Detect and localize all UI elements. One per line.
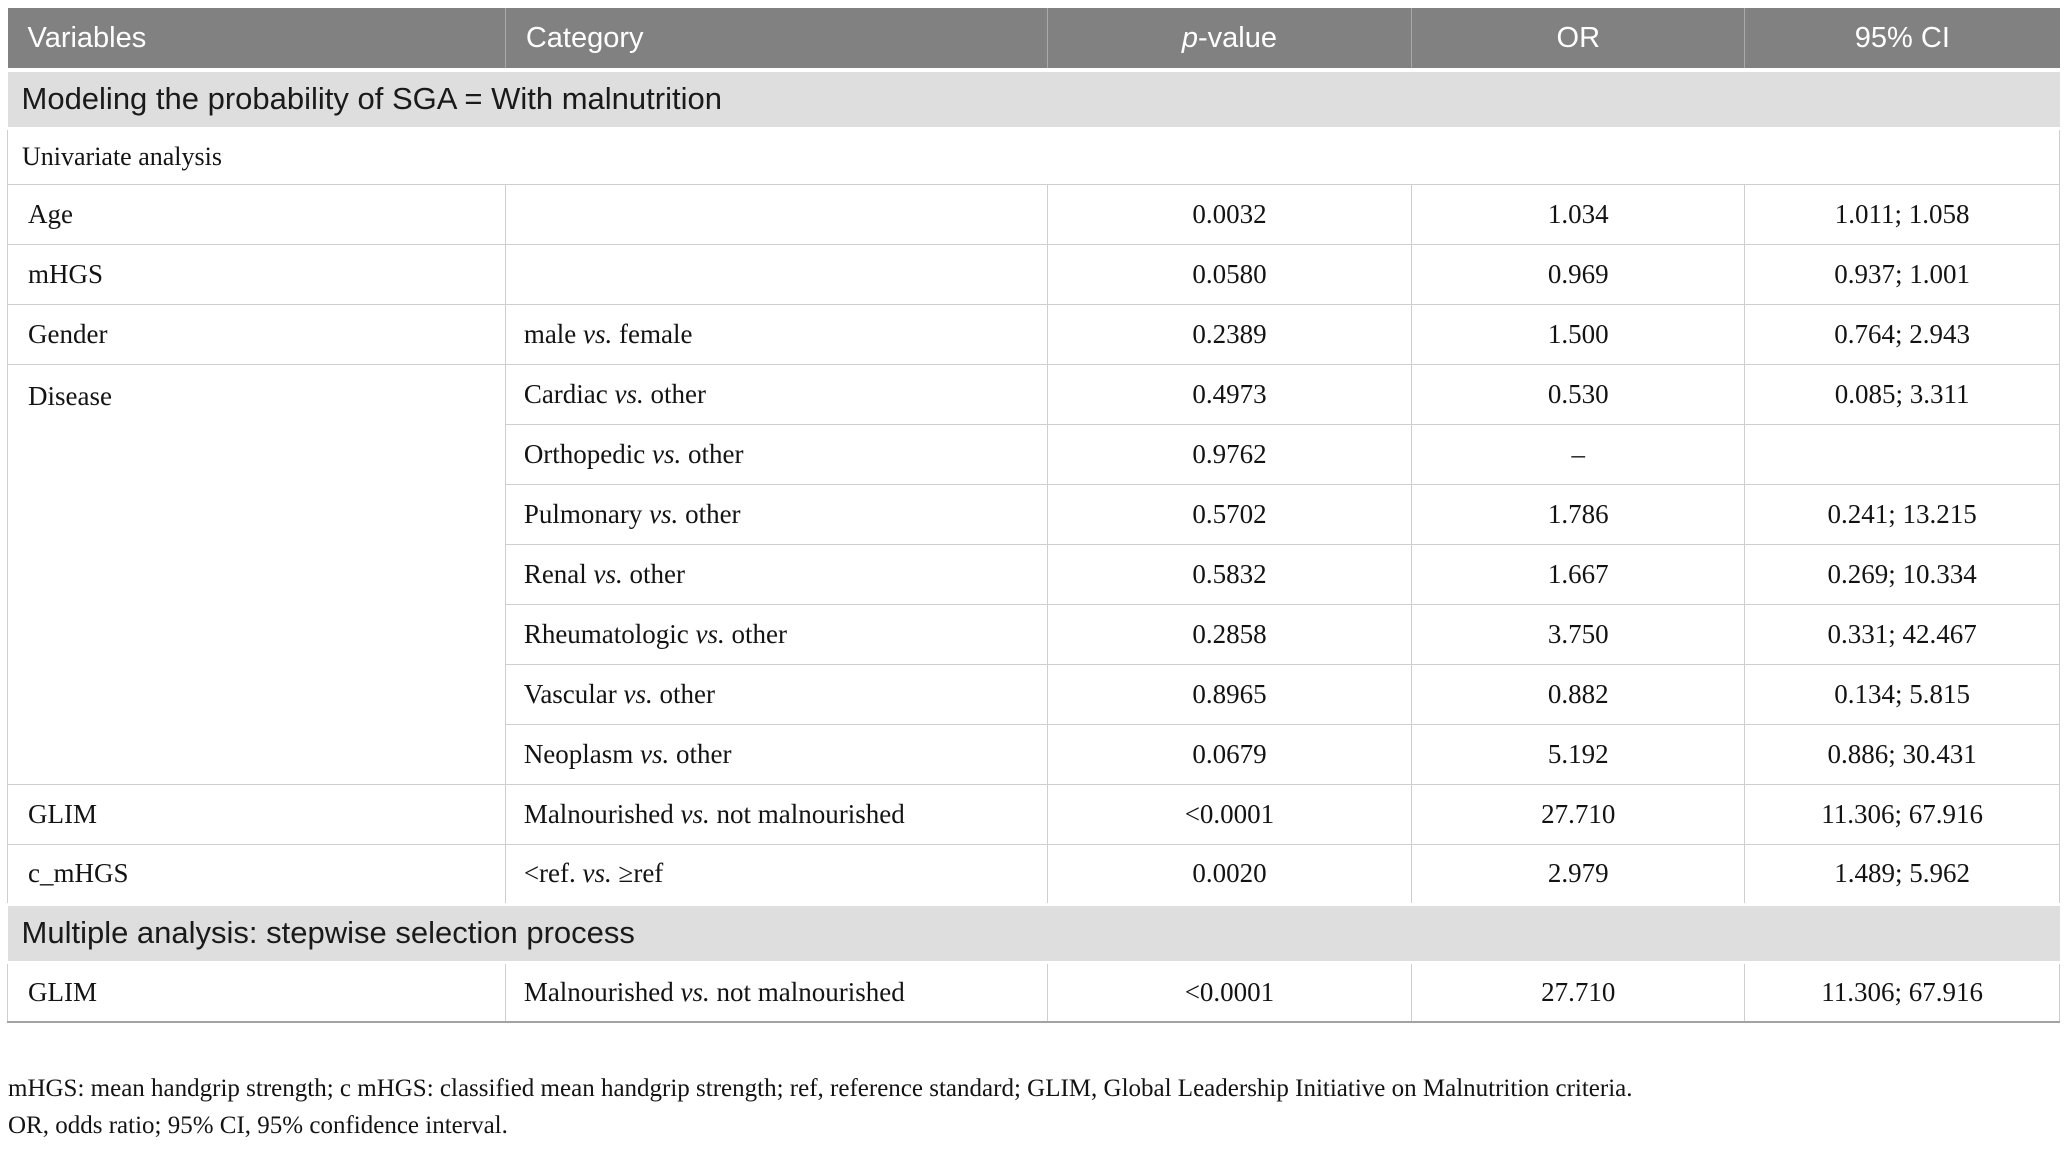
ci-cell: 0.331; 42.467 xyxy=(1744,603,2060,665)
variable-cell: mHGS xyxy=(7,243,506,305)
category-cell xyxy=(504,183,1048,245)
ci-cell: 0.134; 5.815 xyxy=(1744,663,2060,725)
p-value-cell: 0.5832 xyxy=(1046,543,1413,605)
category-cell: Cardiac vs. other xyxy=(504,363,1048,425)
ci-cell: 11.306; 67.916 xyxy=(1744,961,2060,1023)
table-row: Age 0.0032 1.034 1.011; 1.058 xyxy=(7,183,2060,245)
or-cell: 1.667 xyxy=(1411,543,1746,605)
category-cell: Malnourished vs. not malnourished xyxy=(504,783,1048,845)
table-row: Disease Cardiac vs. other 0.4973 0.530 0.085… xyxy=(7,363,2060,785)
variable-cell: c_mHGS xyxy=(7,843,506,905)
col-header-p-value: p-value xyxy=(1046,8,1412,72)
ci-cell: 1.011; 1.058 xyxy=(1744,183,2060,245)
section-label: Modeling the probability of SGA = With m… xyxy=(7,68,2060,130)
ci-cell xyxy=(1744,423,2060,485)
category-cell: <ref. vs. ≥ref xyxy=(504,843,1048,905)
table-row: Rheumatologic vs. other 0.2858 3.750 0.331;… xyxy=(8,603,2060,665)
p-value-cell: <0.0001 xyxy=(1046,961,1413,1023)
p-value-cell: 0.0679 xyxy=(1046,723,1413,785)
col-header-or: OR xyxy=(1411,8,1745,72)
p-value-cell: 0.5702 xyxy=(1046,483,1413,545)
table-body: Modeling the probability of SGA = With m… xyxy=(7,68,2060,1023)
p-value-cell: 0.2389 xyxy=(1046,303,1413,365)
table-row: GLIM Malnourished vs. not malnourished <0.… xyxy=(7,961,2060,1023)
variable-cell: Disease xyxy=(7,363,506,785)
p-value-cell: 0.0580 xyxy=(1046,243,1413,305)
category-cell: Orthopedic vs. other xyxy=(504,423,1048,485)
or-cell: 5.192 xyxy=(1411,723,1746,785)
or-cell: 27.710 xyxy=(1411,961,1746,1023)
col-header-95ci: 95% CI xyxy=(1744,8,2060,72)
ci-cell: 0.937; 1.001 xyxy=(1744,243,2060,305)
category-cell: male vs. female xyxy=(504,303,1048,365)
p-value-cell: 0.2858 xyxy=(1046,603,1413,665)
subheader-label: Univariate analysis xyxy=(7,127,2060,185)
table-header: Variables Category p-value OR 95% CI xyxy=(7,8,2060,72)
regression-results-table: Variables Category p-value OR 95% CI Mod… xyxy=(7,8,2060,1023)
category-cell: Neoplasm vs. other xyxy=(504,723,1048,785)
or-cell: 0.882 xyxy=(1411,663,1746,725)
category-cell xyxy=(504,243,1048,305)
ci-cell: 11.306; 67.916 xyxy=(1744,783,2060,845)
table-row: Gender male vs. female 0.2389 1.500 0.764; 2… xyxy=(7,303,2060,365)
table-row: GLIM Malnourished vs. not malnourished <0.… xyxy=(7,783,2060,845)
or-cell: 3.750 xyxy=(1411,603,1746,665)
or-cell: 1.500 xyxy=(1411,303,1746,365)
section-row: Modeling the probability of SGA = With m… xyxy=(7,68,2060,130)
p-value-cell: 0.0032 xyxy=(1046,183,1413,245)
table-row: mHGS 0.0580 0.969 0.937; 1.001 xyxy=(7,243,2060,305)
or-cell: 1.034 xyxy=(1411,183,1746,245)
ci-cell: 1.489; 5.962 xyxy=(1744,843,2060,905)
or-cell: 1.786 xyxy=(1411,483,1746,545)
ci-cell: 0.269; 10.334 xyxy=(1744,543,2060,605)
p-value-cell: 0.9762 xyxy=(1046,423,1413,485)
or-cell: 27.710 xyxy=(1411,783,1746,845)
category-cell: Pulmonary vs. other xyxy=(504,483,1048,545)
footnote-line-1: mHGS: mean handgrip strength; c mHGS: cl… xyxy=(8,1075,1633,1102)
table-row: Orthopedic vs. other 0.9762– xyxy=(8,423,2060,485)
or-cell: 0.969 xyxy=(1411,243,1746,305)
col-header-category: Category xyxy=(504,8,1048,72)
section-label: Multiple analysis: stepwise selection pr… xyxy=(7,902,2060,964)
header-row: Variables Category p-value OR 95% CI xyxy=(7,8,2060,72)
table-row: Renal vs. other 0.5832 1.667 0.269; 10.334 xyxy=(8,543,2060,605)
subheader-row: Univariate analysis xyxy=(7,127,2060,185)
ci-cell: 0.241; 13.215 xyxy=(1744,483,2060,545)
category-cell: Malnourished vs. not malnourished xyxy=(504,961,1048,1023)
category-cell: Rheumatologic vs. other xyxy=(504,603,1048,665)
table-row: Vascular vs. other 0.8965 0.882 0.134; 5.81… xyxy=(8,663,2060,725)
variable-cell: GLIM xyxy=(7,961,506,1023)
variable-cell: Age xyxy=(7,183,506,245)
table-footnotes: mHGS: mean handgrip strength; c mHGS: cl… xyxy=(8,1070,2058,1144)
p-value-cell: 0.4973 xyxy=(1046,363,1413,425)
variable-cell: GLIM xyxy=(7,783,506,845)
or-cell: – xyxy=(1411,423,1746,485)
table-row: Neoplasm vs. other 0.0679 5.192 0.886; 30.4… xyxy=(8,723,2060,785)
or-cell: 2.979 xyxy=(1411,843,1746,905)
variable-cell: Gender xyxy=(7,303,506,365)
ci-cell: 0.886; 30.431 xyxy=(1744,723,2060,785)
category-cell: Renal vs. other xyxy=(504,543,1048,605)
col-header-variables: Variables xyxy=(7,8,506,72)
or-cell: 0.530 xyxy=(1411,363,1746,425)
table-row: c_mHGS <ref. vs. ≥ref 0.0020 2.979 1.489; 5.… xyxy=(7,843,2060,905)
ci-cell: 0.764; 2.943 xyxy=(1744,303,2060,365)
p-value-cell: <0.0001 xyxy=(1046,783,1413,845)
section-row: Multiple analysis: stepwise selection pr… xyxy=(7,902,2060,964)
ci-cell: 0.085; 3.311 xyxy=(1744,363,2060,425)
p-value-cell: 0.8965 xyxy=(1046,663,1413,725)
category-cell: Vascular vs. other xyxy=(504,663,1048,725)
footnote-line-2: OR, odds ratio; 95% CI, 95% confidence i… xyxy=(8,1112,508,1139)
p-value-cell: 0.0020 xyxy=(1046,843,1413,905)
